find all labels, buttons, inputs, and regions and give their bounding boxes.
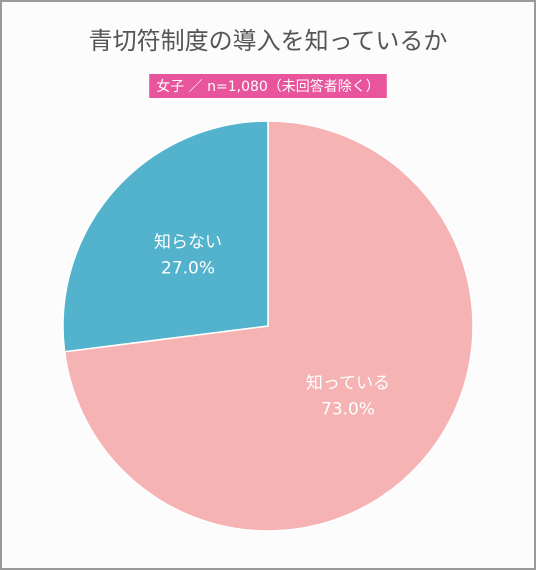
subtitle-box xyxy=(149,74,387,98)
pie-slice xyxy=(63,120,474,532)
slice-value: 73.0% xyxy=(321,399,375,419)
slice-label: 知らない xyxy=(154,233,222,253)
pie-slice xyxy=(62,120,269,353)
chart-title: 青切符制度の導入を知っているか xyxy=(89,27,448,55)
subtitle: 女子 ／ n=1,080（未回答者除く） xyxy=(156,78,380,95)
slice-label: 知っている xyxy=(306,373,390,393)
slice-value: 27.0% xyxy=(161,259,215,279)
